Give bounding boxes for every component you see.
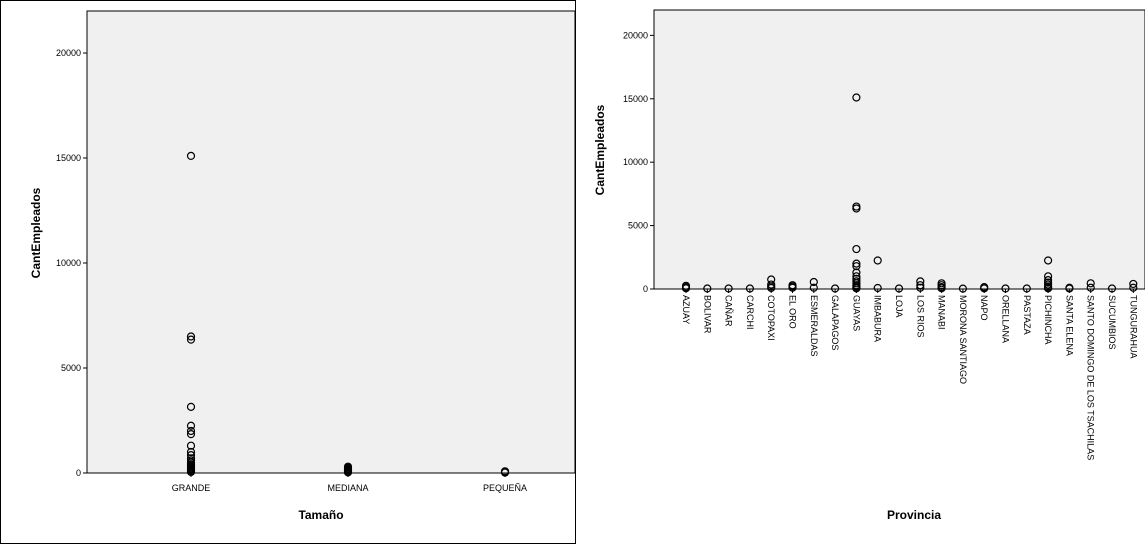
data-point xyxy=(186,441,196,450)
x-tick-label: LOS RIOS xyxy=(915,295,925,338)
x-axis-title: Tamaño xyxy=(298,508,343,522)
y-tick-label: 10000 xyxy=(623,157,648,167)
x-tick-label: CAÑAR xyxy=(724,295,734,327)
data-point xyxy=(916,281,925,290)
x-tick-label: BOLIVAR xyxy=(702,295,712,334)
data-point xyxy=(1044,256,1053,265)
data-point xyxy=(873,256,882,265)
x-tick-label: PASTAZA xyxy=(1022,295,1032,335)
y-tick-label: 5000 xyxy=(628,221,648,231)
data-point xyxy=(852,93,861,102)
x-axis-title: Provincia xyxy=(887,508,941,522)
data-point xyxy=(186,402,196,411)
data-point xyxy=(1086,283,1095,292)
x-tick-label: SANTA ELENA xyxy=(1064,295,1074,356)
data-point xyxy=(1001,284,1010,293)
data-point xyxy=(852,284,861,293)
x-tick-label: EL ORO xyxy=(788,295,798,329)
data-point xyxy=(500,468,510,477)
x-tick-label: GRANDE xyxy=(172,483,211,493)
y-tick-label: 0 xyxy=(643,284,648,294)
data-point xyxy=(343,468,353,477)
x-tick-label: MORONA SANTIAGO xyxy=(958,295,968,384)
x-tick-label: GUAYAS xyxy=(851,295,861,331)
scatter-chart-tamano: 0 5000 10000 15000 20000 GRANDE MEDIANA PEQUEÑA… xyxy=(29,10,575,522)
x-tick-label: TUNGURAHUA xyxy=(1128,295,1138,359)
data-point xyxy=(186,151,196,160)
x-tick-label: AZUAY xyxy=(681,295,691,324)
data-point xyxy=(1129,283,1138,292)
data-point xyxy=(186,332,196,341)
data-point xyxy=(873,283,882,293)
data-point xyxy=(980,284,989,293)
x-tick-label: MEDIANA xyxy=(327,483,368,493)
x-tick-label: ORELLANA xyxy=(1001,295,1011,343)
data-point xyxy=(852,204,861,213)
data-point xyxy=(703,284,712,293)
data-point xyxy=(852,262,861,271)
data-point xyxy=(958,284,967,293)
y-tick-label: 15000 xyxy=(56,153,81,163)
data-point xyxy=(186,335,196,344)
data-point xyxy=(1044,276,1053,285)
data-point xyxy=(1086,279,1095,288)
y-tick-label: 15000 xyxy=(623,94,648,104)
data-point xyxy=(1044,272,1053,281)
data-point xyxy=(1129,279,1138,289)
data-point xyxy=(186,426,196,436)
y-tick-label: 10000 xyxy=(56,258,81,268)
x-tick-label: PICHINCHA xyxy=(1043,295,1053,345)
y-axis-title: CantEmpleados xyxy=(593,104,607,195)
x-tick-label: IMBABURA xyxy=(873,295,883,342)
data-point xyxy=(681,284,691,293)
y-tick-label: 20000 xyxy=(623,30,648,40)
y-tick-label: 5000 xyxy=(61,363,81,373)
chart-panel-provincia: 0 5000 10000 15000 20000 AZUAY BOLIVAR CAÑAR CAR… xyxy=(576,0,1145,544)
data-point xyxy=(894,284,904,293)
data-point xyxy=(1107,284,1117,293)
x-tick-label: LOJA xyxy=(894,295,904,318)
x-tick-label: SANTO DOMINGO DE LOS TSACHILAS xyxy=(1086,295,1096,460)
data-point xyxy=(852,259,861,268)
x-tick-label: NAPO xyxy=(979,295,989,321)
data-point xyxy=(852,274,861,283)
x-tick-label: PEQUEÑA xyxy=(483,483,527,493)
x-tick-label: ESMERALDAS xyxy=(809,295,819,357)
plot-area xyxy=(86,10,575,474)
data-point xyxy=(809,277,818,287)
data-point xyxy=(831,284,840,293)
x-tick-label: COTOPAXI xyxy=(766,295,776,341)
chart-panel-tamano: 0 5000 10000 15000 20000 GRANDE MEDIANA PEQUEÑA… xyxy=(0,0,576,544)
data-point xyxy=(186,447,196,457)
data-point xyxy=(724,284,733,293)
x-tick-label: SUCUMBIOS xyxy=(1107,295,1117,350)
data-point xyxy=(1022,284,1031,293)
x-tick-label: CARCHI xyxy=(745,295,755,330)
y-tick-label: 20000 xyxy=(56,48,81,58)
data-point xyxy=(186,421,196,430)
scatter-chart-provincia: 0 5000 10000 15000 20000 AZUAY BOLIVAR CAÑAR CAR… xyxy=(593,9,1145,522)
y-axis-title: CantEmpleados xyxy=(29,187,43,278)
data-point xyxy=(788,283,797,292)
data-point xyxy=(852,268,861,277)
x-tick-label: GALAPAGOS xyxy=(830,295,840,350)
data-point xyxy=(852,244,861,254)
x-tick-label: MANABI xyxy=(937,295,947,330)
data-point xyxy=(916,283,925,292)
data-point xyxy=(745,284,754,293)
plot-area xyxy=(653,9,1145,290)
data-point xyxy=(186,467,196,477)
data-point xyxy=(186,430,196,439)
data-point xyxy=(937,284,946,293)
data-point xyxy=(809,283,818,292)
data-point xyxy=(1044,284,1053,293)
data-point xyxy=(916,277,925,286)
data-point xyxy=(767,283,776,293)
y-tick-label: 0 xyxy=(76,468,81,478)
data-point xyxy=(1065,284,1074,293)
